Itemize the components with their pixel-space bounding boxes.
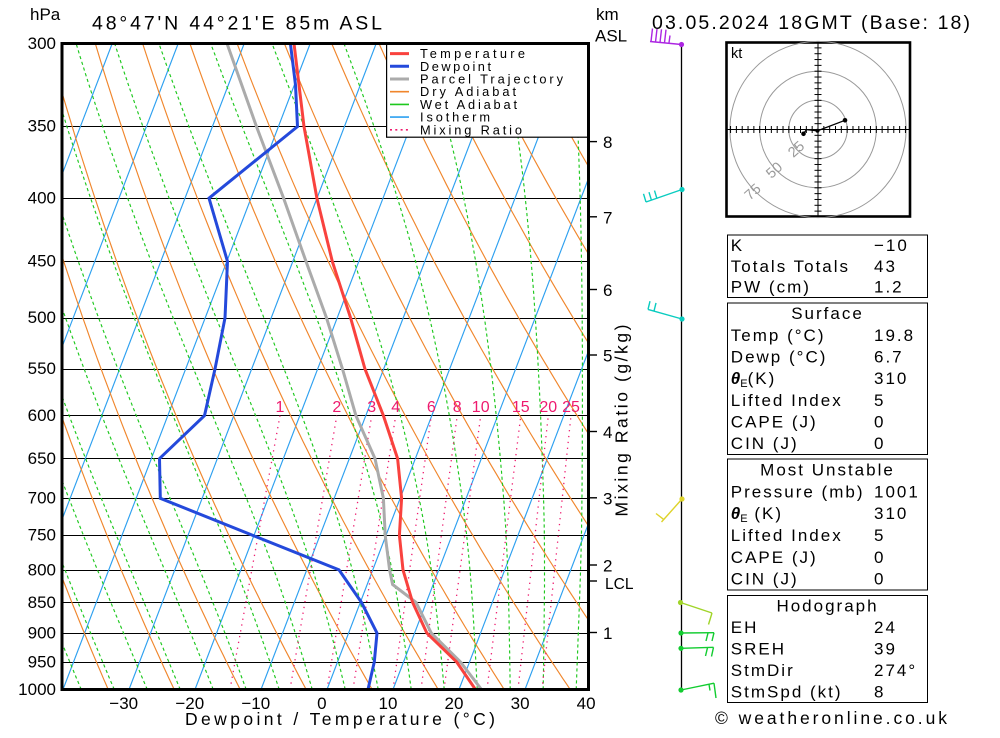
svg-text:6: 6 [603, 281, 612, 300]
svg-text:Mixing Ratio (g/kg): Mixing Ratio (g/kg) [612, 325, 632, 517]
svg-text:0: 0 [874, 548, 885, 567]
svg-text:Dewpoint: Dewpoint [420, 59, 491, 74]
svg-text:03.05.2024 18GMT (Base: 18): 03.05.2024 18GMT (Base: 18) [652, 12, 970, 34]
svg-text:CAPE (J): CAPE (J) [731, 548, 818, 567]
svg-text:8: 8 [874, 682, 885, 701]
svg-text:19.8: 19.8 [874, 326, 915, 345]
svg-text:−10: −10 [241, 694, 270, 713]
svg-text:20: 20 [445, 694, 464, 713]
svg-text:km: km [596, 5, 619, 24]
svg-text:Lifted Index: Lifted Index [731, 391, 843, 410]
svg-text:8: 8 [603, 133, 612, 152]
svg-text:Totals Totals: Totals Totals [731, 257, 850, 276]
svg-text:1.2: 1.2 [874, 278, 904, 297]
svg-text:EH: EH [731, 618, 759, 637]
svg-text:0: 0 [874, 570, 885, 589]
svg-text:7: 7 [603, 208, 612, 227]
svg-text:550: 550 [28, 359, 56, 378]
svg-text:Dewpoint / Temperature (°C): Dewpoint / Temperature (°C) [185, 709, 495, 729]
svg-text:5: 5 [874, 526, 885, 545]
svg-text:950: 950 [28, 653, 56, 672]
svg-text:Dry Adiabat: Dry Adiabat [420, 84, 516, 99]
svg-text:500: 500 [28, 308, 56, 327]
svg-text:LCL: LCL [605, 576, 634, 593]
svg-text:1: 1 [603, 624, 612, 643]
svg-text:θE (K): θE (K) [731, 504, 783, 525]
svg-text:4: 4 [603, 423, 612, 442]
svg-text:10: 10 [379, 694, 398, 713]
svg-text:CIN (J): CIN (J) [731, 434, 799, 453]
svg-text:Dewp (°C): Dewp (°C) [731, 347, 828, 366]
svg-text:48°47'N 44°21'E 85m ASL: 48°47'N 44°21'E 85m ASL [92, 13, 382, 35]
svg-text:40: 40 [577, 694, 596, 713]
svg-text:310: 310 [874, 369, 908, 388]
svg-text:400: 400 [28, 188, 56, 207]
svg-text:CIN (J): CIN (J) [731, 570, 799, 589]
svg-text:43: 43 [874, 257, 897, 276]
svg-text:Hodograph: Hodograph [776, 597, 878, 616]
svg-text:650: 650 [28, 449, 56, 468]
svg-text:K: K [731, 236, 744, 255]
svg-text:1: 1 [276, 399, 285, 416]
svg-text:750: 750 [28, 526, 56, 545]
svg-text:15: 15 [512, 399, 530, 416]
svg-text:Lifted Index: Lifted Index [731, 526, 843, 545]
svg-text:θE(K): θE(K) [731, 369, 777, 390]
svg-text:2: 2 [332, 399, 341, 416]
svg-text:2: 2 [603, 557, 612, 576]
svg-text:6: 6 [427, 399, 436, 416]
svg-text:−30: −30 [109, 694, 138, 713]
svg-text:24: 24 [874, 618, 897, 637]
svg-text:0: 0 [317, 694, 326, 713]
svg-text:Pressure (mb): Pressure (mb) [731, 482, 865, 501]
svg-text:0: 0 [874, 434, 885, 453]
svg-text:3: 3 [367, 399, 376, 416]
svg-text:450: 450 [28, 252, 56, 271]
svg-text:300: 300 [28, 34, 56, 53]
svg-text:25: 25 [562, 399, 580, 416]
svg-text:274°: 274° [874, 661, 917, 680]
svg-text:8: 8 [453, 399, 462, 416]
svg-text:Temp (°C): Temp (°C) [731, 326, 826, 345]
svg-text:39: 39 [874, 640, 897, 659]
svg-text:10: 10 [472, 399, 490, 416]
svg-text:Mixing Ratio: Mixing Ratio [420, 122, 522, 137]
svg-text:600: 600 [28, 406, 56, 425]
svg-text:−20: −20 [175, 694, 204, 713]
svg-text:Isotherm: Isotherm [420, 110, 490, 125]
svg-text:3: 3 [603, 489, 612, 508]
svg-text:SREH: SREH [731, 640, 786, 659]
svg-text:Wet Adiabat: Wet Adiabat [420, 97, 517, 112]
svg-text:4: 4 [391, 399, 400, 416]
svg-text:6.7: 6.7 [874, 347, 904, 366]
svg-text:hPa: hPa [30, 5, 61, 24]
svg-text:kt: kt [731, 46, 742, 62]
svg-text:ASL: ASL [595, 27, 627, 46]
svg-text:850: 850 [28, 593, 56, 612]
svg-text:StmDir: StmDir [731, 661, 795, 680]
svg-text:−10: −10 [874, 236, 909, 255]
svg-text:5: 5 [874, 391, 885, 410]
svg-text:700: 700 [28, 489, 56, 508]
svg-text:0: 0 [874, 412, 885, 431]
svg-text:800: 800 [28, 560, 56, 579]
svg-text:30: 30 [511, 694, 530, 713]
svg-text:900: 900 [28, 624, 56, 643]
svg-text:350: 350 [28, 117, 56, 136]
svg-text:Most Unstable: Most Unstable [760, 461, 895, 480]
svg-text:20: 20 [539, 399, 557, 416]
svg-text:5: 5 [603, 347, 612, 366]
svg-text:Surface: Surface [791, 304, 864, 323]
svg-text:CAPE (J): CAPE (J) [731, 412, 818, 431]
svg-text:1000: 1000 [18, 680, 56, 699]
svg-text:1001: 1001 [874, 482, 920, 501]
svg-text:StmSpd (kt): StmSpd (kt) [731, 682, 843, 701]
svg-text:PW (cm): PW (cm) [731, 278, 811, 297]
svg-text:310: 310 [874, 504, 908, 523]
